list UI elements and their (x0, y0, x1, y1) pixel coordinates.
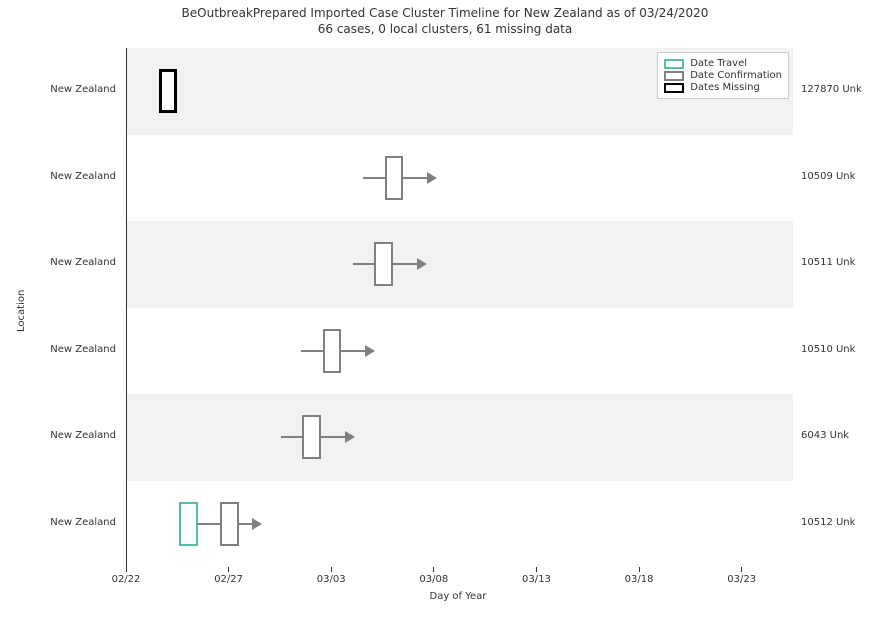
xtick-mark (741, 567, 742, 572)
timeline-marker (159, 69, 177, 113)
legend-label: Date Confirmation (690, 70, 782, 81)
xtick-label: 03/13 (522, 574, 551, 585)
xtick-mark (331, 567, 332, 572)
xtick-label: 03/18 (625, 574, 654, 585)
arrow-head (365, 345, 375, 357)
ytick-left: New Zealand (0, 257, 116, 268)
legend: Date TravelDate ConfirmationDates Missin… (657, 52, 789, 99)
arrow-head (345, 431, 355, 443)
legend-item: Date Confirmation (664, 70, 782, 81)
arrow-head (417, 258, 427, 270)
xtick-mark (639, 567, 640, 572)
arrow-head (427, 172, 437, 184)
plot-area (126, 48, 793, 567)
y-axis-label: Location (16, 289, 27, 331)
timeline-marker (220, 502, 238, 546)
legend-swatch (664, 71, 684, 81)
ytick-right: 10509 Unk (801, 171, 855, 182)
timeline-marker (323, 329, 341, 373)
xtick-mark (433, 567, 434, 572)
ytick-right: 10512 Unk (801, 517, 855, 528)
ytick-right: 10510 Unk (801, 344, 855, 355)
xtick-label: 03/08 (419, 574, 448, 585)
timeline-marker (302, 415, 320, 459)
timeline-marker (374, 242, 392, 286)
row-band (127, 221, 793, 308)
ytick-left: New Zealand (0, 171, 116, 182)
ytick-left: New Zealand (0, 430, 116, 441)
xtick-label: 02/27 (214, 574, 243, 585)
chart-title-line1: BeOutbreakPrepared Imported Case Cluster… (0, 6, 890, 20)
timeline-marker (385, 156, 403, 200)
xtick-mark (228, 567, 229, 572)
xtick-label: 02/22 (112, 574, 141, 585)
chart-title-line2: 66 cases, 0 local clusters, 61 missing d… (0, 22, 890, 36)
timeline-marker (179, 502, 197, 546)
row-band (127, 135, 793, 222)
legend-item: Date Travel (664, 58, 782, 69)
legend-swatch (664, 59, 684, 69)
xtick-mark (536, 567, 537, 572)
legend-label: Dates Missing (690, 82, 760, 93)
legend-item: Dates Missing (664, 82, 782, 93)
xtick-mark (126, 567, 127, 572)
ytick-left: New Zealand (0, 517, 116, 528)
xtick-label: 03/03 (317, 574, 346, 585)
row-band (127, 394, 793, 481)
arrow-head (252, 518, 262, 530)
legend-swatch (664, 83, 684, 93)
row-band (127, 308, 793, 395)
ytick-left: New Zealand (0, 344, 116, 355)
ytick-right: 10511 Unk (801, 257, 855, 268)
legend-label: Date Travel (690, 58, 747, 69)
timeline-chart: BeOutbreakPrepared Imported Case Cluster… (0, 0, 890, 620)
xtick-label: 03/23 (727, 574, 756, 585)
ytick-left: New Zealand (0, 84, 116, 95)
x-axis-label: Day of Year (430, 591, 487, 602)
ytick-right: 127870 Unk (801, 84, 862, 95)
ytick-right: 6043 Unk (801, 430, 849, 441)
